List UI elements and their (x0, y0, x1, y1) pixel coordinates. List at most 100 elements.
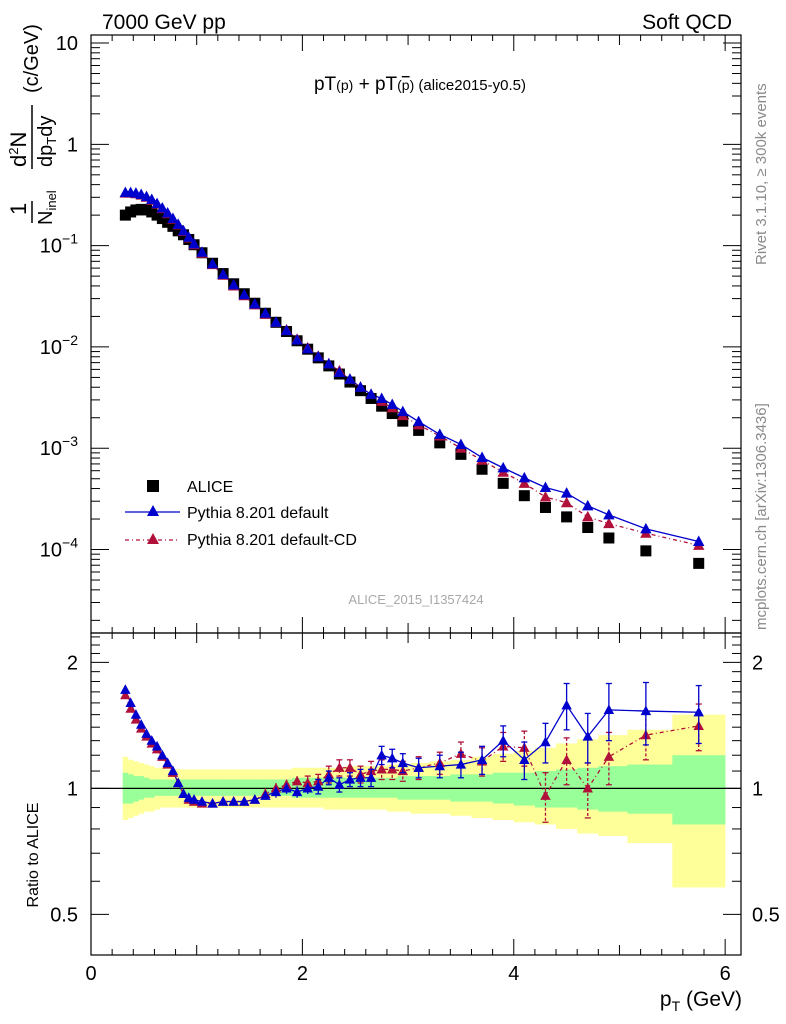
legend: ALICE Pythia 8.201 default Pythia 8.201 … (125, 479, 357, 549)
alice-point (434, 437, 446, 449)
mc-point-default (603, 508, 615, 520)
ratio-point-default (196, 796, 208, 806)
ratio-point-default-cd (302, 777, 313, 788)
lower-frame (90, 632, 742, 956)
ratio-point-default (334, 779, 345, 789)
band-inner-bin (672, 755, 726, 825)
ratio-point-default-cd (386, 763, 398, 774)
ratio-point-default (281, 782, 292, 793)
ratio-y-tick-label-right: 0.5 (752, 904, 780, 926)
band-inner-bin (198, 779, 208, 796)
ratio-point-default-cd (334, 762, 345, 772)
alice-point (455, 448, 467, 460)
alice-point (376, 400, 388, 412)
ratio-point-default (344, 774, 356, 784)
mc-point-default (344, 373, 356, 384)
band-inner-bin (376, 777, 388, 798)
band-inner-bin (355, 777, 367, 798)
y-tick-label: 10−2 (40, 332, 78, 359)
y-tick-label: 10 (56, 33, 78, 55)
ratio-point-default (217, 796, 229, 806)
mc-point-default (397, 405, 409, 417)
ratio-point-default (640, 705, 652, 716)
mc-point-default (206, 257, 219, 269)
ratio-point-default (270, 786, 282, 797)
ratio-point-default-cd (125, 703, 136, 713)
ratio-point-default (228, 796, 239, 806)
mc-point-default (167, 212, 179, 224)
svg-text:(c/GeV): (c/GeV) (21, 24, 43, 93)
upper-panel: 10−4 10−3 10−2 10−1 1 10 (40, 33, 742, 634)
ratio-point-default (313, 781, 324, 791)
mc-point-default-cd (603, 517, 615, 529)
ratio-point-default (151, 740, 163, 751)
header-right: Soft QCD (642, 11, 732, 34)
svg-text:Ninel: Ninel (35, 190, 59, 225)
ratio-point-default (157, 749, 168, 760)
alice-point (497, 477, 509, 489)
mc-point-default (188, 237, 200, 249)
y-tick-label: 1 (67, 134, 78, 156)
ratio-point-default (302, 782, 313, 793)
ratio-point-default (130, 709, 142, 719)
ratio-point-default (693, 706, 704, 717)
ratio-point-default (172, 777, 184, 788)
mc-point-default (582, 499, 594, 511)
alice-point (640, 545, 652, 557)
band-inner-bin (154, 779, 160, 796)
alice-point (476, 463, 488, 475)
alice-point (518, 490, 530, 502)
ratio-point-default (323, 772, 335, 782)
y-tick-label: 10−3 (40, 433, 78, 460)
band-inner-bin (323, 777, 335, 798)
ratio-point-default (365, 772, 377, 782)
mc-point-default (280, 324, 293, 336)
band-inner-bin (260, 779, 271, 796)
mc-point-default (640, 522, 652, 534)
ratio-point-default (141, 728, 152, 738)
x-tick-label: 2 (297, 963, 308, 985)
ratio-point-default (178, 788, 189, 799)
band-inner-bin (365, 777, 377, 798)
mc-point-default (161, 206, 174, 218)
mc-point-default (365, 388, 377, 399)
alice-point (386, 408, 398, 420)
band-inner-bin (386, 777, 398, 798)
ratio-point-default (413, 762, 424, 772)
legend-label-default-cd: Pythia 8.201 default-CD (187, 532, 357, 549)
ratio-y-tick-label-right: 2 (752, 652, 763, 674)
ratio-point-default (162, 757, 173, 768)
mc-point-default (259, 307, 272, 318)
alice-point (693, 557, 705, 569)
ratio-point-default (603, 704, 615, 714)
mc-point-default (497, 461, 509, 473)
ratio-y-tick-label-right: 1 (752, 778, 763, 800)
band-inner-bin (186, 779, 192, 796)
legend-marker-default-cd (147, 533, 159, 544)
ratio-point-default (125, 697, 136, 708)
ratio-point-default (497, 735, 509, 745)
mc-point-default (412, 415, 425, 427)
legend-marker-default (147, 505, 159, 516)
band-inner-bin (217, 779, 229, 796)
mc-point-default (386, 398, 398, 410)
ratio-point-default (476, 754, 488, 764)
mc-point-default (323, 357, 335, 369)
alice-point (397, 415, 409, 427)
ratio-point-default (239, 796, 250, 806)
mc-point-default (301, 342, 314, 354)
ratio-point-default (167, 765, 179, 776)
mc-point-default (217, 268, 229, 279)
x-tick-label: 0 (85, 963, 96, 985)
ratio-point-default-cd (130, 714, 142, 724)
ratio-point-default-cd (561, 754, 572, 764)
alice-point (539, 501, 551, 513)
mc-point-default (354, 381, 367, 392)
ratio-point-default (291, 786, 303, 797)
ratio-point-default (561, 699, 572, 710)
band-inner-bin (191, 779, 199, 796)
band-inner-bin (175, 779, 182, 796)
mc-point-default (227, 278, 240, 290)
mc-point-default (312, 350, 324, 362)
band-inner-bin (344, 777, 356, 798)
